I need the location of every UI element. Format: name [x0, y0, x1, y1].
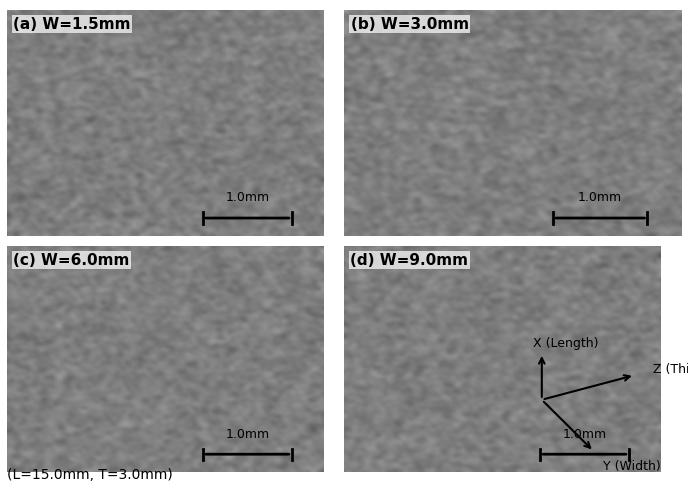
Text: (L=15.0mm, T=3.0mm): (L=15.0mm, T=3.0mm) — [7, 468, 173, 482]
Text: Z (Thickness): Z (Thickness) — [653, 363, 688, 375]
Text: 1.0mm: 1.0mm — [563, 428, 607, 441]
Text: (b) W=3.0mm: (b) W=3.0mm — [351, 17, 469, 31]
Text: (d) W=9.0mm: (d) W=9.0mm — [350, 253, 469, 268]
Text: Y (Width): Y (Width) — [603, 460, 661, 473]
Text: 1.0mm: 1.0mm — [226, 191, 270, 205]
Text: 1.0mm: 1.0mm — [226, 428, 270, 441]
Text: 1.0mm: 1.0mm — [578, 191, 622, 205]
Text: (c) W=6.0mm: (c) W=6.0mm — [13, 253, 129, 268]
Text: (a) W=1.5mm: (a) W=1.5mm — [13, 17, 131, 31]
Text: X (Length): X (Length) — [533, 337, 598, 350]
